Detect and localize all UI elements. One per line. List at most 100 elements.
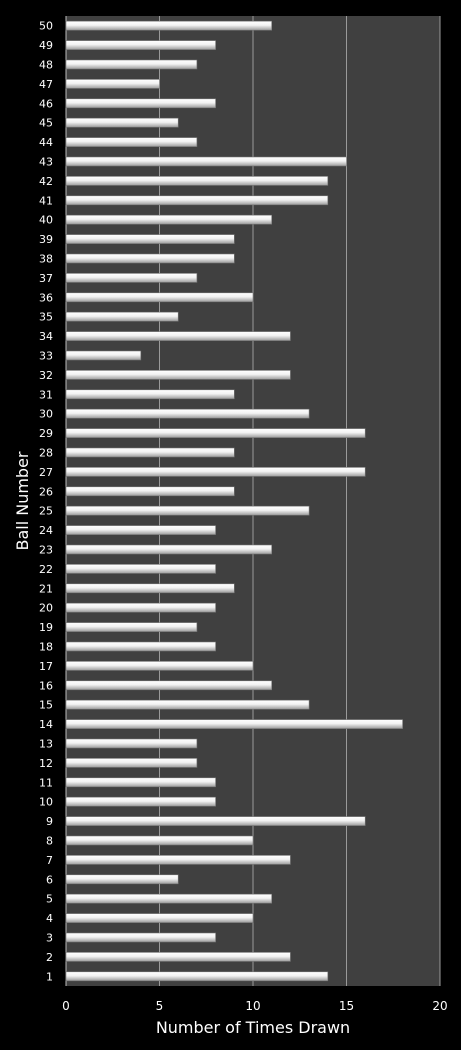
y-tick-label: 50 — [39, 20, 53, 33]
bar-ball-28 — [65, 447, 235, 458]
x-tick-labels: 0 5 10 15 20 — [62, 999, 447, 1013]
y-tick-label: 14 — [39, 718, 53, 731]
bar-ball-30 — [65, 408, 310, 419]
bar-ball-34 — [65, 331, 291, 341]
y-tick-label: 4 — [46, 912, 53, 925]
x-tick-label: 10 — [245, 999, 260, 1013]
bar-ball-47 — [65, 79, 160, 89]
bar-ball-16 — [65, 680, 272, 691]
y-tick-label: 7 — [46, 854, 53, 867]
bar-ball-15 — [65, 699, 310, 710]
y-tick-label: 44 — [39, 136, 53, 149]
y-tick-label: 26 — [39, 485, 53, 498]
bars — [65, 20, 403, 982]
bar-ball-48 — [65, 59, 198, 70]
bar-ball-24 — [65, 525, 216, 535]
bar-ball-31 — [65, 389, 235, 400]
y-tick-label: 47 — [39, 78, 53, 91]
bar-ball-39 — [65, 234, 235, 244]
bar-ball-22 — [65, 564, 216, 574]
x-axis-title: Number of Times Drawn — [156, 1018, 350, 1037]
y-tick-label: 2 — [46, 951, 53, 964]
bar-ball-14 — [65, 719, 403, 729]
bar-ball-35 — [65, 311, 179, 322]
y-tick-label: 13 — [39, 738, 53, 751]
bar-ball-29 — [65, 428, 366, 438]
bar-ball-12 — [65, 758, 198, 768]
bar-ball-44 — [65, 137, 198, 147]
y-tick-label: 19 — [39, 621, 53, 634]
y-tick-label: 20 — [39, 602, 53, 615]
y-tick-label: 15 — [39, 699, 53, 712]
y-tick-label: 33 — [39, 350, 53, 363]
bar-ball-40 — [65, 214, 272, 225]
bar-ball-26 — [65, 486, 235, 497]
y-tick-label: 34 — [39, 330, 53, 343]
bar-ball-36 — [65, 292, 254, 303]
y-tick-label: 8 — [46, 835, 53, 848]
y-tick-label: 5 — [46, 893, 53, 906]
bar-ball-46 — [65, 98, 216, 109]
x-tick-label: 0 — [62, 999, 70, 1013]
y-tick-label: 49 — [39, 39, 53, 52]
y-tick-label: 48 — [39, 59, 53, 72]
bar-ball-18 — [65, 641, 216, 652]
y-tick-label: 45 — [39, 117, 53, 130]
y-tick-label: 17 — [39, 660, 53, 673]
y-tick-labels: 1234567891011121314151617181920212223242… — [39, 20, 53, 984]
y-tick-label: 42 — [39, 175, 53, 188]
bar-ball-2 — [65, 952, 291, 962]
y-tick-label: 23 — [39, 544, 53, 557]
y-tick-label: 31 — [39, 388, 53, 401]
bar-ball-42 — [65, 176, 329, 186]
bar-ball-45 — [65, 117, 179, 128]
y-tick-label: 6 — [46, 873, 53, 886]
bar-ball-8 — [65, 835, 254, 846]
bar-ball-37 — [65, 273, 198, 283]
y-tick-label: 29 — [39, 427, 53, 440]
y-tick-label: 38 — [39, 253, 53, 266]
bar-ball-11 — [65, 777, 216, 788]
bar-ball-43 — [65, 156, 347, 167]
bar-ball-27 — [65, 467, 366, 477]
bar-ball-23 — [65, 544, 272, 555]
y-tick-label: 12 — [39, 757, 53, 770]
y-tick-label: 3 — [46, 932, 53, 945]
x-tick-label: 15 — [339, 999, 354, 1013]
y-tick-label: 32 — [39, 369, 53, 382]
x-tick-label: 5 — [156, 999, 164, 1013]
y-tick-label: 40 — [39, 214, 53, 227]
y-tick-label: 18 — [39, 641, 53, 654]
y-tick-label: 39 — [39, 233, 53, 246]
bar-ball-9 — [65, 816, 366, 826]
bar-ball-19 — [65, 622, 198, 632]
y-tick-label: 28 — [39, 447, 53, 460]
y-tick-label: 46 — [39, 97, 53, 110]
bar-ball-49 — [65, 40, 216, 50]
y-tick-label: 1 — [46, 970, 53, 983]
y-tick-label: 37 — [39, 272, 53, 285]
bar-ball-6 — [65, 874, 179, 885]
bar-ball-13 — [65, 738, 198, 749]
bar-ball-50 — [65, 20, 272, 31]
bar-ball-3 — [65, 932, 216, 943]
bar-ball-33 — [65, 350, 142, 361]
bar-ball-41 — [65, 195, 329, 206]
y-axis-title: Ball Number — [13, 451, 32, 550]
y-tick-label: 36 — [39, 291, 53, 304]
y-tick-label: 22 — [39, 563, 53, 576]
y-tick-label: 24 — [39, 524, 53, 537]
bar-ball-38 — [65, 253, 235, 264]
y-tick-label: 35 — [39, 311, 53, 324]
y-tick-label: 10 — [39, 796, 53, 809]
bar-ball-21 — [65, 583, 235, 594]
bar-ball-5 — [65, 893, 272, 904]
y-tick-label: 21 — [39, 582, 53, 595]
bar-ball-1 — [65, 971, 329, 982]
y-tick-label: 30 — [39, 408, 53, 421]
bar-ball-25 — [65, 505, 310, 516]
y-tick-label: 11 — [39, 776, 53, 789]
bar-ball-32 — [65, 370, 291, 380]
bar-ball-17 — [65, 661, 254, 671]
